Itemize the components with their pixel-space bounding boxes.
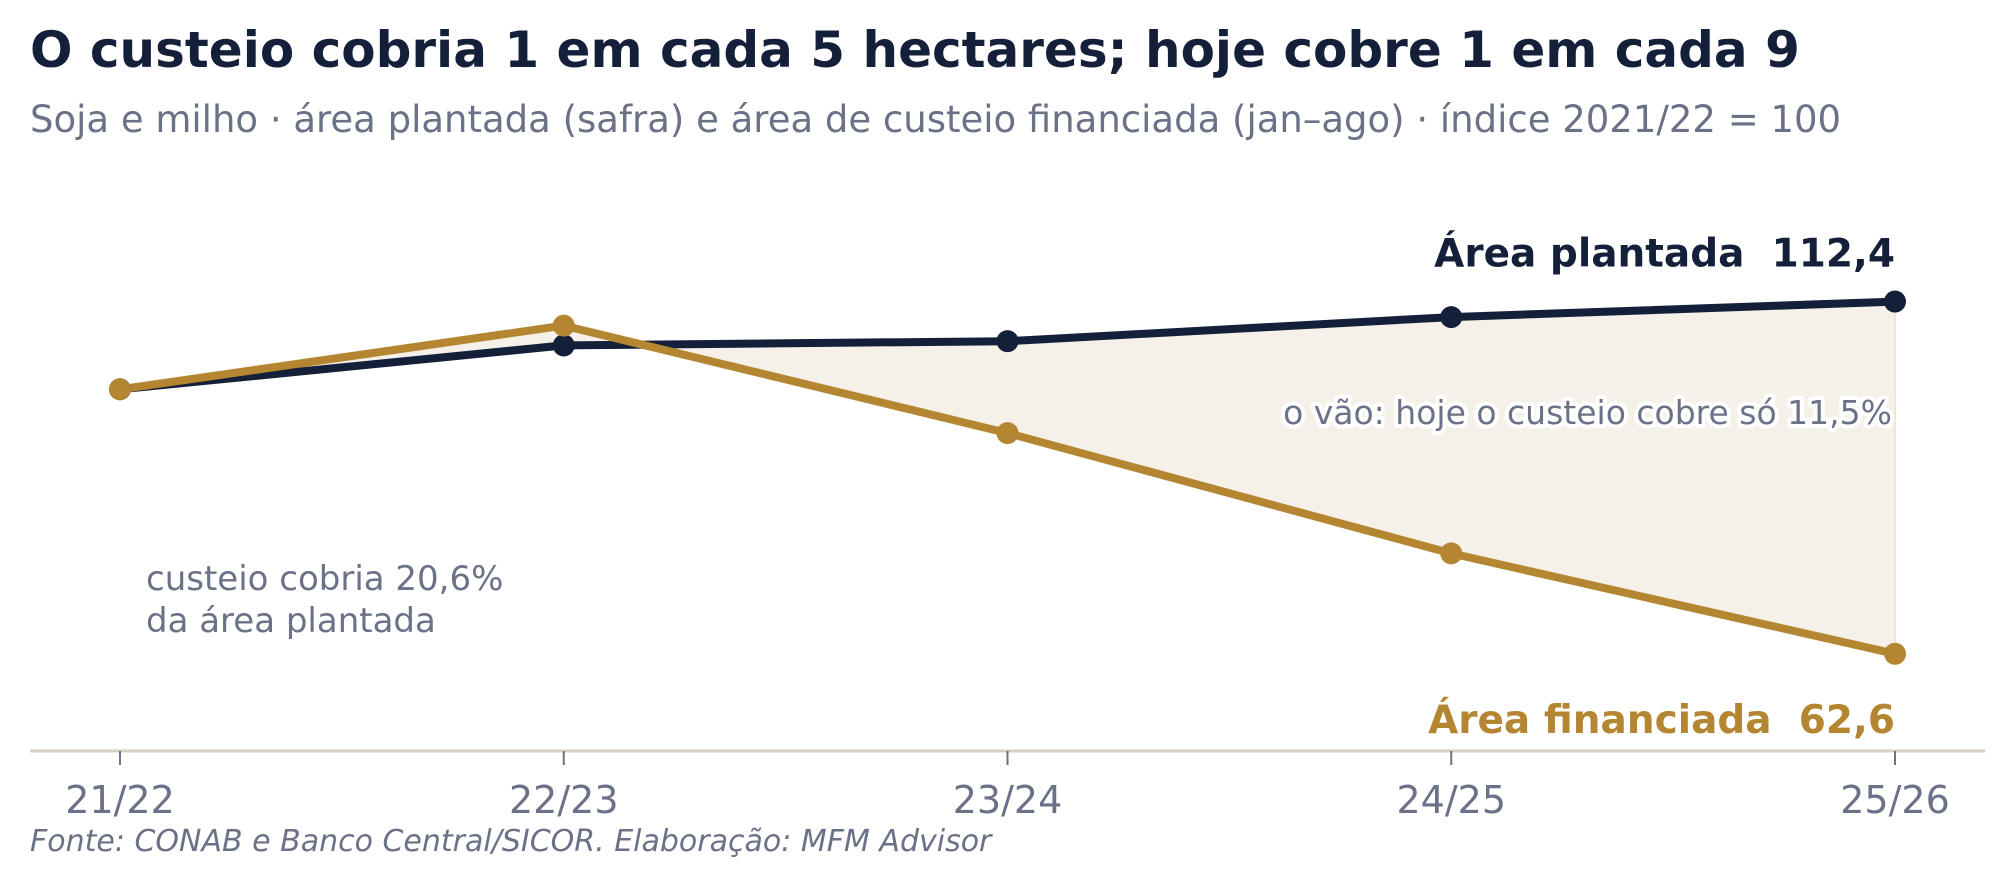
x-tick-label: 25/26 (1840, 778, 1950, 822)
x-tick-label: 22/23 (509, 778, 619, 822)
source-note: Fonte: CONAB e Banco Central/SICOR. Elab… (30, 824, 992, 859)
series-end-label-area-financiada: Área financiada 62,6 (1428, 696, 1895, 743)
chart-subtitle: Soja e milho · área plantada (safra) e á… (30, 98, 1842, 141)
point-area-financiada (552, 314, 575, 337)
point-area-financiada (109, 378, 131, 401)
series-end-label-area-plantada: Área plantada 112,4 (1434, 230, 1895, 277)
annotation-start-line-1: custeio cobria 20,6% (146, 559, 503, 599)
point-area-plantada (1884, 290, 1906, 313)
annotation-start-line-2: da área plantada (146, 601, 436, 641)
data-points (109, 290, 1906, 665)
x-tick-label: 23/24 (953, 778, 1063, 822)
point-area-plantada (552, 334, 575, 357)
chart-title: O custeio cobria 1 em cada 5 hectares; h… (30, 21, 1800, 79)
point-area-financiada (1884, 642, 1906, 665)
point-area-plantada (996, 330, 1019, 353)
point-area-financiada (996, 422, 1019, 445)
point-area-plantada (1440, 306, 1463, 329)
x-tick-label: 21/22 (65, 778, 175, 822)
point-area-financiada (1440, 542, 1463, 565)
x-axis-ticks: 21/22 22/23 23/24 24/25 25/26 (65, 751, 1950, 822)
annotation-gap: o vão: hoje o custeio cobre só 11,5% (1283, 393, 1892, 432)
x-tick-label: 24/25 (1396, 778, 1506, 822)
